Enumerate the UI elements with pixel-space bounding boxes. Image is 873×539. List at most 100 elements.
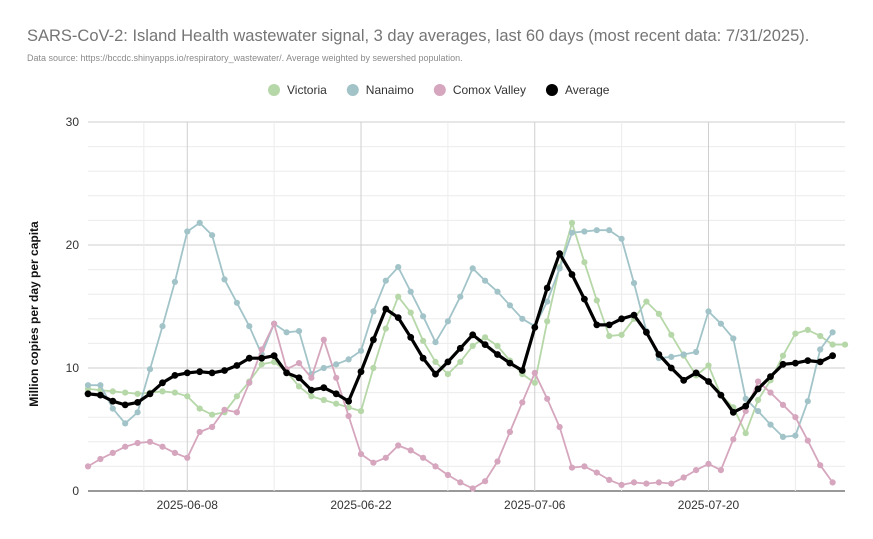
legend-label: Comox Valley (453, 83, 526, 97)
data-point-comox-valley (506, 428, 513, 436)
data-point-comox-valley (345, 412, 352, 420)
data-point-nanaimo (730, 335, 737, 342)
data-point-comox-valley (184, 454, 191, 461)
legend-item-victoria[interactable]: Victoria (268, 83, 327, 97)
data-point-victoria (258, 361, 265, 368)
series-line-nanaimo (88, 221, 834, 438)
data-point-comox-valley (519, 399, 526, 406)
data-point-average (792, 359, 799, 367)
data-point-nanaimo (817, 346, 824, 353)
data-point-nanaimo (556, 265, 563, 272)
legend-item-average[interactable]: Average (545, 83, 610, 97)
data-point-victoria (606, 332, 613, 340)
data-point-nanaimo (221, 276, 228, 283)
legend-label: Average (565, 83, 610, 97)
data-point-victoria (134, 390, 141, 397)
data-point-comox-valley (655, 479, 663, 486)
data-point-nanaimo (606, 227, 613, 234)
data-point-average (742, 402, 750, 410)
data-point-average (196, 368, 204, 376)
data-point-comox-valley (568, 464, 576, 471)
legend[interactable]: Victoria Nanaimo Comox Valley Average (268, 83, 610, 97)
data-point-nanaimo (357, 347, 365, 354)
data-point-average (407, 333, 415, 341)
data-point-average (829, 352, 836, 360)
data-point-comox-valley (209, 423, 216, 431)
data-point-average (494, 351, 501, 358)
data-point-victoria (122, 389, 129, 396)
data-point-comox-valley (308, 374, 315, 381)
data-point-comox-valley (482, 478, 489, 485)
data-point-average (208, 369, 216, 377)
data-point-comox-valley (146, 438, 154, 445)
data-point-victoria (432, 358, 439, 365)
data-point-victoria (109, 388, 116, 395)
data-point-average (568, 271, 576, 278)
data-point-average (432, 370, 439, 378)
data-point-nanaimo (420, 313, 427, 320)
data-point-comox-valley (556, 423, 563, 431)
data-point-victoria (320, 396, 327, 404)
data-point-comox-valley (581, 463, 588, 470)
data-point-comox-valley (693, 467, 700, 474)
data-point-comox-valley (395, 442, 402, 449)
data-point-comox-valley (357, 451, 365, 458)
data-point-comox-valley (494, 458, 501, 465)
data-point-average (308, 386, 315, 394)
x-tick-label: 2025-06-08 (157, 498, 219, 512)
data-point-victoria (159, 388, 166, 395)
data-point-nanaimo (395, 264, 402, 271)
data-point-comox-valley (779, 401, 787, 408)
legend-marker (268, 84, 280, 96)
x-tick-label: 2025-07-06 (504, 498, 566, 512)
data-point-comox-valley (407, 447, 414, 454)
data-point-comox-valley (258, 346, 265, 353)
data-point-comox-valley (680, 474, 687, 481)
series-comox-valley (84, 320, 836, 492)
data-point-victoria (705, 362, 712, 369)
data-point-comox-valley (295, 360, 303, 367)
data-point-victoria (655, 310, 663, 317)
data-point-nanaimo (233, 299, 240, 306)
data-point-nanaimo (717, 320, 725, 327)
data-point-average (581, 295, 588, 303)
y-tick-label: 20 (66, 238, 80, 252)
x-axis-ticks: 2025-06-08 2025-06-22 2025-07-06 2025-07-20 (157, 498, 740, 512)
legend-item-comox-valley[interactable]: Comox Valley (433, 83, 526, 97)
data-point-victoria (581, 259, 588, 266)
data-point-comox-valley (109, 449, 116, 456)
legend-marker (433, 84, 446, 96)
data-point-average (382, 305, 390, 313)
data-point-nanaimo (209, 232, 216, 239)
data-point-average (146, 390, 154, 398)
legend-item-nanaimo[interactable]: Nanaimo (346, 83, 414, 97)
y-tick-label: 0 (72, 484, 79, 498)
y-axis-label: Million copies per day per capita (27, 221, 41, 407)
data-point-nanaimo (544, 298, 551, 305)
data-point-victoria (395, 293, 402, 300)
data-point-average (655, 351, 663, 358)
data-point-average (97, 391, 104, 399)
data-point-average (84, 390, 92, 398)
data-point-average (121, 401, 129, 409)
data-point-comox-valley (730, 436, 737, 443)
series-average (84, 250, 836, 416)
data-point-nanaimo (432, 339, 439, 346)
data-point-nanaimo (171, 278, 178, 285)
data-point-comox-valley (370, 459, 377, 466)
data-point-average (357, 368, 365, 376)
data-point-victoria (209, 411, 216, 418)
y-tick-label: 10 (66, 361, 80, 375)
data-point-nanaimo (320, 364, 327, 372)
data-point-victoria (482, 334, 489, 341)
data-point-average (779, 360, 787, 368)
data-point-nanaimo (680, 351, 687, 358)
data-point-average (245, 354, 253, 362)
data-point-nanaimo (159, 323, 166, 330)
data-point-comox-valley (196, 428, 203, 436)
series-line-average (87, 252, 834, 414)
data-point-victoria (804, 326, 811, 333)
data-point-nanaimo (705, 308, 712, 315)
data-point-comox-valley (668, 480, 675, 487)
data-point-nanaimo (84, 382, 92, 389)
